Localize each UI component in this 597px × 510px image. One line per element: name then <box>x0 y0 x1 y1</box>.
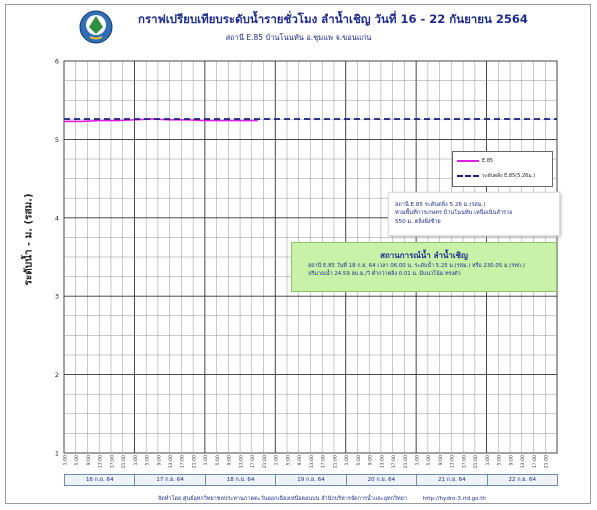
x-hour-label: 5:00 <box>497 455 503 465</box>
x-hour-label: 1:00 <box>274 455 280 465</box>
x-hour-label: 13:00 <box>168 455 174 468</box>
day-label: 22 ก.ย. 64 <box>486 474 558 486</box>
x-hour-label: 13:00 <box>238 455 244 468</box>
x-hour-label: 13:00 <box>450 455 456 468</box>
x-hour-label: 21:00 <box>191 455 197 468</box>
x-hour-label: 13:00 <box>98 455 104 468</box>
y-tick-label: 4 <box>55 214 59 222</box>
x-hour-label: 9:00 <box>227 455 233 465</box>
x-hour-label: 21:00 <box>332 455 338 468</box>
footer-credit: จัดทำโดย ศูนย์อุทกวิทยาชลประทานภาคตะวันอ… <box>158 496 407 502</box>
day-label: 16 ก.ย. 64 <box>64 474 136 486</box>
x-hour-label: 1:00 <box>485 455 491 465</box>
x-hour-label: 9:00 <box>156 455 162 465</box>
legend: E.85 ระดับตลิ่ง E.85(5.26ม.) <box>452 151 553 187</box>
x-hour-label: 21:00 <box>403 455 409 468</box>
x-hour-label: 21:00 <box>262 455 268 468</box>
footer: จัดทำโดย ศูนย์อุทกวิทยาชลประทานภาคตะวันอ… <box>158 495 486 503</box>
x-hour-label: 13:00 <box>309 455 315 468</box>
footer-url[interactable]: http://hydro-3.rid.go.th <box>422 496 486 502</box>
series-line-e85 <box>64 118 258 123</box>
y-tick-label: 3 <box>55 293 59 301</box>
water-status-box: สถานการณ์น้ำ ลำน้ำเชิญ สถานี E.85 วันที่… <box>291 242 557 292</box>
x-hour-label: 1:00 <box>62 455 68 465</box>
x-hour-label: 9:00 <box>438 455 444 465</box>
x-hour-label: 17:00 <box>532 455 538 468</box>
x-hour-label: 5:00 <box>426 455 432 465</box>
chart-title: กราฟเปรียบเทียบระดับน้ำรายชั่วโมง ลำน้ำเ… <box>138 12 528 26</box>
x-hour-label: 5:00 <box>74 455 80 465</box>
x-hour-label: 21:00 <box>544 455 550 468</box>
x-hour-label: 1:00 <box>344 455 350 465</box>
day-label: 18 ก.ย. 64 <box>204 474 277 486</box>
x-hour-label: 5:00 <box>215 455 221 465</box>
day-label: 20 ก.ย. 64 <box>345 474 418 486</box>
x-hour-label: 9:00 <box>508 455 514 465</box>
x-hour-label: 17:00 <box>180 455 186 468</box>
x-hour-label: 17:00 <box>109 455 115 468</box>
chart-subtitle: สถานี E.85 บ้านโนนทัน อ.ชุมแพ จ.ขอนแก่น <box>225 33 372 42</box>
legend-item-e85: E.85 <box>457 157 493 165</box>
x-hour-label: 17:00 <box>391 455 397 468</box>
status-title: สถานการณ์น้ำ ลำน้ำเชิญ <box>380 251 468 260</box>
x-hour-label: 5:00 <box>285 455 291 465</box>
legend-label-bank: ระดับตลิ่ง E.85(5.26ม.) <box>482 173 536 179</box>
y-tick-label: 1 <box>55 450 59 458</box>
day-label: 17 ก.ย. 64 <box>134 474 206 486</box>
bank-note-line-1: สถานี E.85 ระดับตลิ่ง 5.26 ม.(รสม.) <box>395 202 486 208</box>
x-hour-label: 9:00 <box>368 455 374 465</box>
bank-note-line-3: 550 ม. ตลิ่งฝั่งซ้าย <box>395 218 441 225</box>
y-tick-label: 6 <box>55 58 59 66</box>
day-label: 21 ก.ย. 64 <box>416 474 488 486</box>
status-line-2: ปริมาณน้ำ 24.59 ลบ.ม./วิ ต่ำกว่าตลิ่ง 0.… <box>308 271 461 278</box>
x-hour-label: 13:00 <box>379 455 385 468</box>
x-hour-label: 17:00 <box>461 455 467 468</box>
x-hour-label: 17:00 <box>321 455 327 468</box>
x-hour-label: 21:00 <box>473 455 479 468</box>
y-tick-label: 2 <box>55 371 59 379</box>
x-hour-label: 9:00 <box>86 455 92 465</box>
rid-logo-icon <box>79 10 113 44</box>
day-label-row: 16 ก.ย. 64 17 ก.ย. 64 18 ก.ย. 64 19 ก.ย.… <box>64 474 558 486</box>
status-line-1: สถานี E.85 วันที่ 18 ก.ย. 64 เวลา 06.00 … <box>308 263 525 269</box>
x-hour-label: 17:00 <box>250 455 256 468</box>
x-hour-label: 5:00 <box>145 455 151 465</box>
legend-label-e85: E.85 <box>482 158 494 164</box>
x-hour-label: 1:00 <box>203 455 209 465</box>
x-hour-label: 1:00 <box>414 455 420 465</box>
legend-swatch-e85 <box>457 160 479 162</box>
x-hour-label: 21:00 <box>121 455 127 468</box>
y-tick-label: 5 <box>55 136 59 144</box>
legend-item-bank: ระดับตลิ่ง E.85(5.26ม.) <box>457 172 535 180</box>
legend-swatch-bank <box>457 175 479 177</box>
x-hour-label: 13:00 <box>520 455 526 468</box>
day-label: 19 ก.ย. 64 <box>275 474 347 486</box>
x-hour-label: 5:00 <box>356 455 362 465</box>
x-hour-label: 1:00 <box>133 455 139 465</box>
bank-note-line-2: ท่วมพื้นที่การเกษตร บ้านโนนทัน เหนือเนิน… <box>395 210 513 217</box>
x-hour-label: 9:00 <box>297 455 303 465</box>
bank-level-note: สถานี E.85 ระดับตลิ่ง 5.26 ม.(รสม.) ท่วม… <box>388 192 560 236</box>
